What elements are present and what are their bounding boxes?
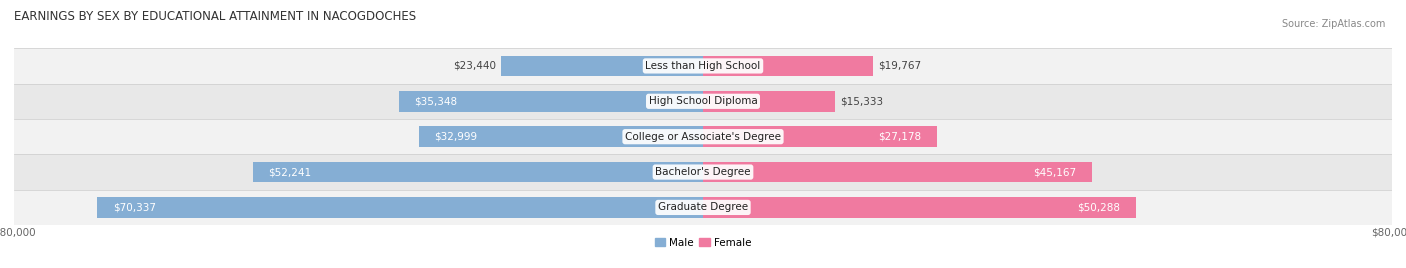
Text: $45,167: $45,167 xyxy=(1033,167,1077,177)
Text: $19,767: $19,767 xyxy=(879,61,921,71)
Text: Bachelor's Degree: Bachelor's Degree xyxy=(655,167,751,177)
Bar xyxy=(97,197,703,218)
Bar xyxy=(703,197,1136,218)
Bar xyxy=(14,119,1392,154)
Text: Less than High School: Less than High School xyxy=(645,61,761,71)
Text: Graduate Degree: Graduate Degree xyxy=(658,202,748,213)
Bar xyxy=(14,48,1392,84)
Bar xyxy=(703,126,936,147)
Text: Source: ZipAtlas.com: Source: ZipAtlas.com xyxy=(1281,19,1385,29)
Bar xyxy=(398,91,703,111)
Bar xyxy=(703,56,873,76)
Text: $27,178: $27,178 xyxy=(879,132,921,142)
Text: EARNINGS BY SEX BY EDUCATIONAL ATTAINMENT IN NACOGDOCHES: EARNINGS BY SEX BY EDUCATIONAL ATTAINMEN… xyxy=(14,10,416,23)
Bar xyxy=(14,190,1392,225)
Text: $52,241: $52,241 xyxy=(269,167,312,177)
Text: High School Diploma: High School Diploma xyxy=(648,96,758,106)
Text: $15,333: $15,333 xyxy=(841,96,883,106)
Text: College or Associate's Degree: College or Associate's Degree xyxy=(626,132,780,142)
Bar xyxy=(253,162,703,182)
Bar xyxy=(501,56,703,76)
Bar xyxy=(14,154,1392,190)
Text: $70,337: $70,337 xyxy=(112,202,156,213)
Bar xyxy=(703,91,835,111)
Bar xyxy=(703,162,1092,182)
Text: $50,288: $50,288 xyxy=(1077,202,1121,213)
Bar xyxy=(419,126,703,147)
Text: $23,440: $23,440 xyxy=(453,61,496,71)
Bar xyxy=(14,84,1392,119)
Text: $35,348: $35,348 xyxy=(415,96,457,106)
Legend: Male, Female: Male, Female xyxy=(651,233,755,252)
Text: $32,999: $32,999 xyxy=(434,132,478,142)
